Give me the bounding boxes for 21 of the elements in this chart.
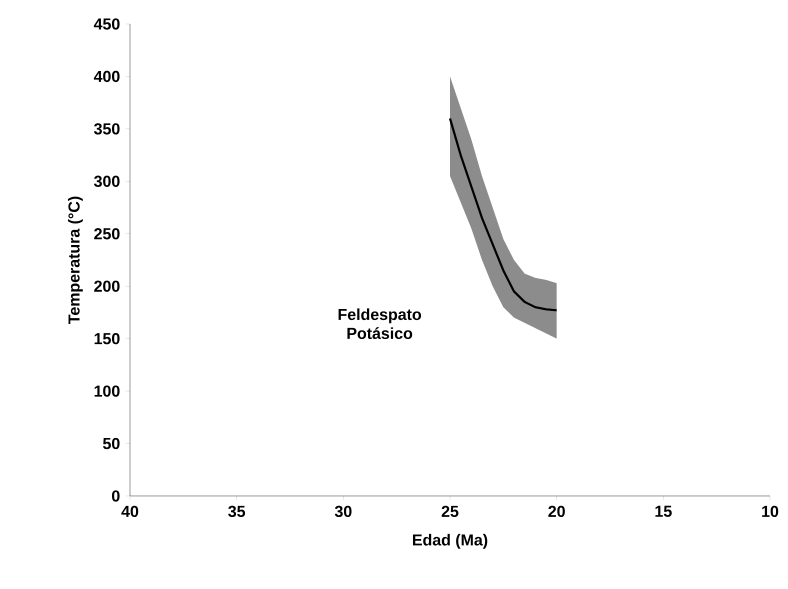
- x-tick-label: 40: [121, 506, 138, 518]
- y-tick-label: 100: [94, 385, 120, 397]
- x-tick-label: 25: [442, 506, 458, 518]
- x-tick-label: 10: [762, 506, 778, 518]
- y-tick-label: 50: [102, 438, 120, 450]
- y-tick-label: 200: [94, 280, 120, 292]
- y-tick-label: 150: [94, 333, 120, 344]
- x-tick-label: 15: [655, 506, 672, 517]
- y-tick-label: 0: [112, 490, 120, 502]
- y-axis-title: Temperatura (°C): [68, 196, 83, 324]
- y-tick-label: 300: [94, 176, 120, 187]
- x-tick-label: 20: [548, 506, 565, 518]
- x-axis-title: Edad (Ma): [412, 534, 488, 549]
- annotation: Feldespato Potásico: [338, 308, 422, 340]
- line-series: [448, 117, 558, 312]
- y-tick-label: 400: [94, 70, 120, 82]
- y-tick-label: 250: [94, 228, 120, 240]
- y-tick-label: 350: [94, 123, 120, 135]
- y-tick-label: 450: [94, 18, 120, 30]
- x-tick-label: 30: [334, 506, 352, 518]
- x-tick-label: 35: [228, 506, 246, 518]
